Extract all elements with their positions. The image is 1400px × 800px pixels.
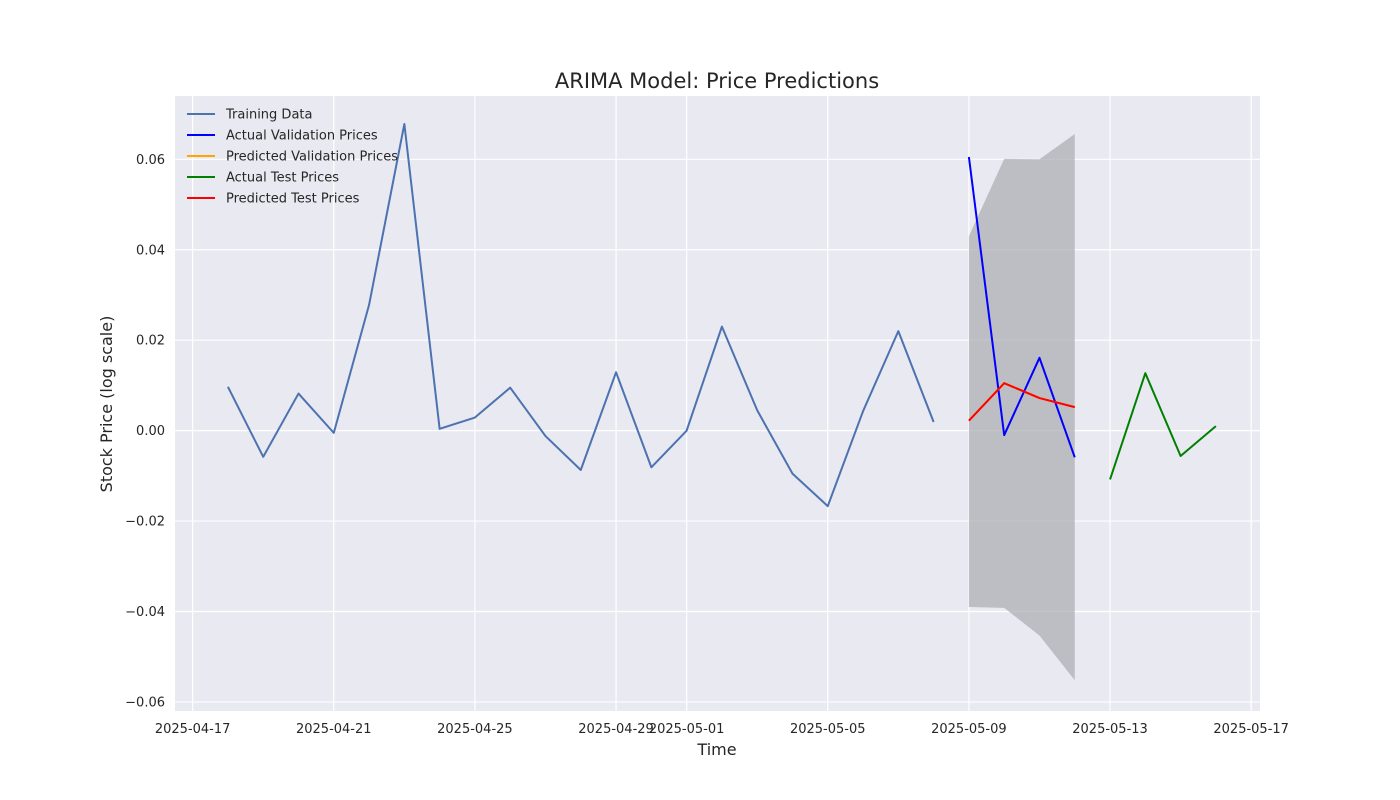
y-tick-label: 0.04 — [136, 243, 165, 258]
x-tick-label: 2025-04-21 — [296, 722, 372, 737]
series-line — [967, 156, 1076, 458]
series-4 — [968, 382, 1076, 422]
y-tick-label: −0.02 — [125, 515, 165, 530]
y-axis-ticks: −0.06 −0.04 −0.02 0.00 0.02 0.04 0.06 — [125, 153, 165, 711]
legend-label: Predicted Validation Prices — [226, 150, 398, 165]
legend-item: Actual Test Prices — [187, 171, 339, 186]
legend-item: Predicted Test Prices — [187, 192, 360, 207]
x-tick-label: 2025-04-29 — [578, 722, 654, 737]
series-line — [1109, 372, 1217, 480]
series-0 — [227, 123, 935, 508]
x-axis-ticks: 2025-04-17 2025-04-21 2025-04-25 2025-04-29… — [155, 722, 1289, 737]
y-tick-label: −0.06 — [125, 695, 165, 710]
y-tick-label: −0.04 — [125, 605, 165, 620]
legend-label: Training Data — [225, 108, 312, 123]
legend-item: Training Data — [187, 108, 312, 123]
series-layer — [227, 123, 1217, 508]
x-tick-label: 2025-05-17 — [1213, 722, 1289, 737]
x-tick-label: 2025-05-13 — [1072, 722, 1148, 737]
legend: Training Data Actual Validation Prices Pre… — [187, 108, 398, 207]
x-tick-label: 2025-04-25 — [437, 722, 513, 737]
y-tick-label: 0.00 — [136, 424, 165, 439]
legend-label: Actual Test Prices — [226, 171, 339, 186]
x-axis-label: Time — [696, 740, 736, 759]
y-tick-label: 0.02 — [136, 334, 165, 349]
confidence-band-layer — [968, 133, 1075, 681]
x-tick-label: 2025-05-09 — [931, 722, 1007, 737]
x-tick-label: 2025-05-05 — [790, 722, 866, 737]
legend-label: Actual Validation Prices — [226, 129, 378, 144]
y-tick-label: 0.06 — [136, 153, 165, 168]
y-axis-label: Stock Price (log scale) — [97, 316, 116, 493]
x-tick-label: 2025-05-01 — [649, 722, 725, 737]
confidence-band — [968, 133, 1075, 681]
legend-item: Actual Validation Prices — [187, 129, 378, 144]
x-tick-label: 2025-04-17 — [155, 722, 231, 737]
legend-label: Predicted Test Prices — [226, 192, 360, 207]
series-1 — [967, 156, 1076, 458]
series-line — [968, 382, 1076, 422]
plot-area — [175, 96, 1260, 711]
chart-title: ARIMA Model: Price Predictions — [555, 69, 879, 93]
legend-item: Predicted Validation Prices — [187, 150, 398, 165]
series-3 — [1109, 372, 1217, 480]
